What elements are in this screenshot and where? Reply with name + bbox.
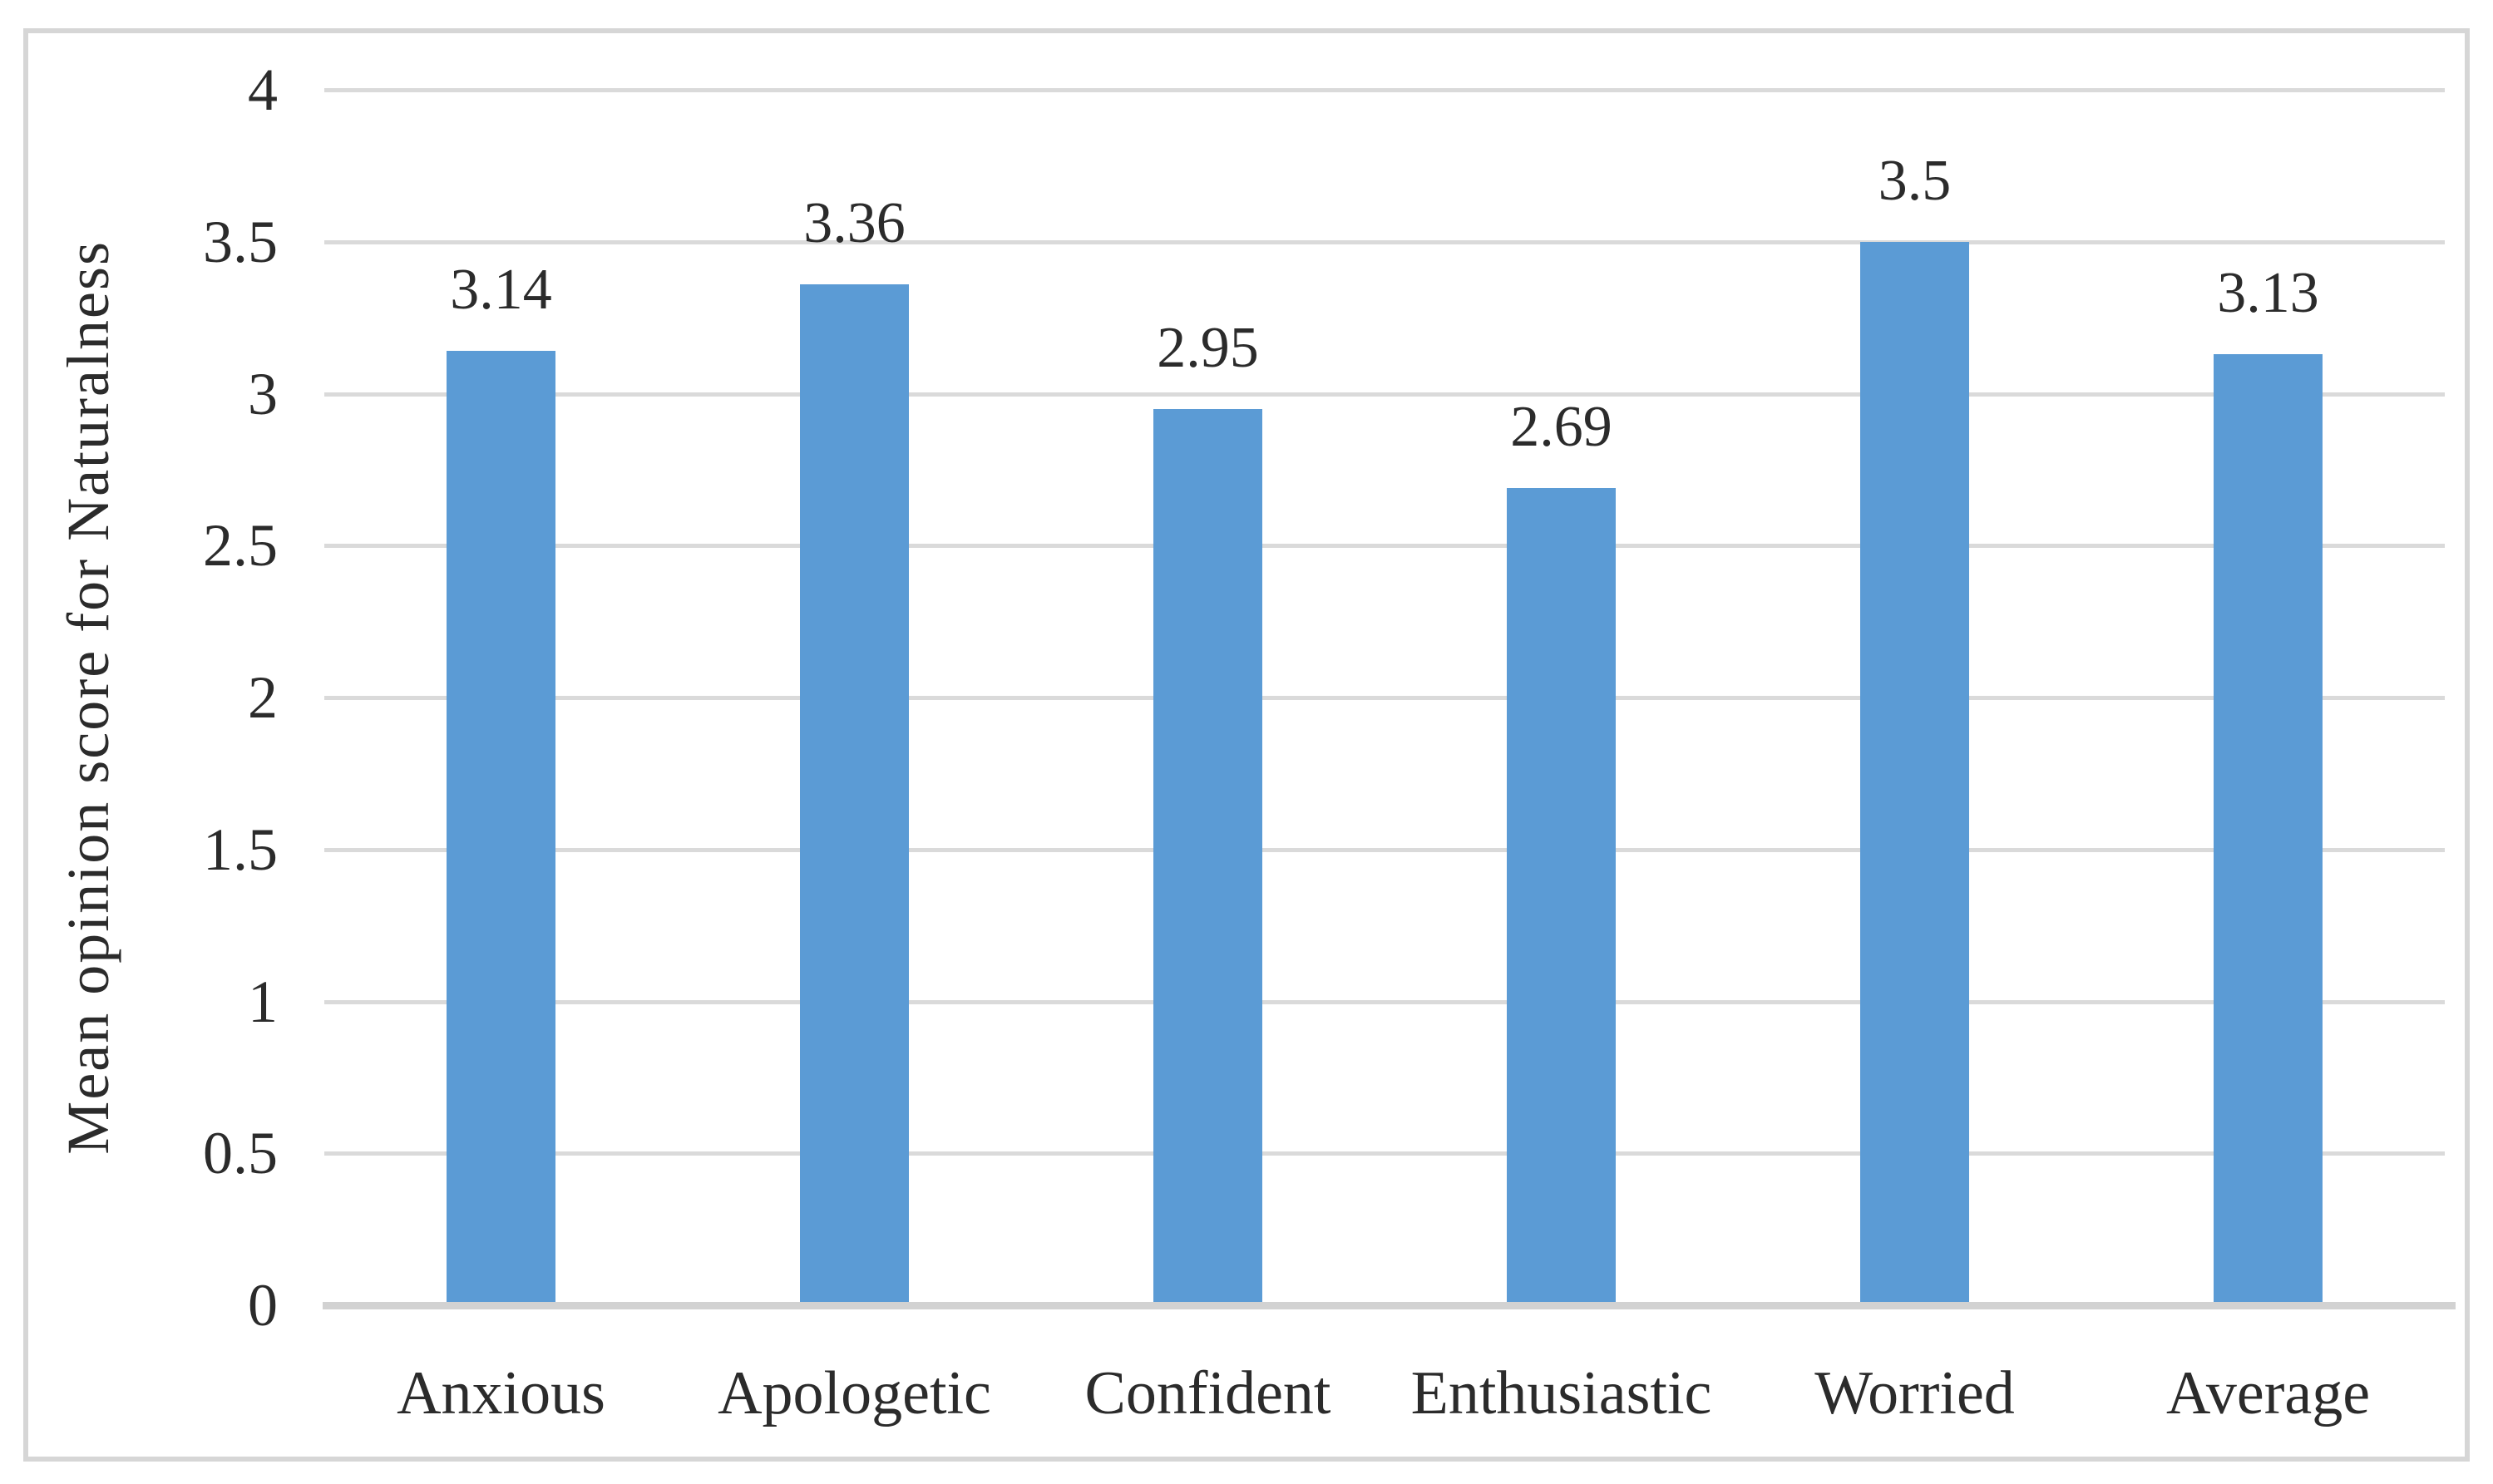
bar-average bbox=[2213, 354, 2323, 1305]
bar-slot-average: 3.13 bbox=[2091, 90, 2445, 1305]
gridline-0.5 bbox=[324, 1151, 2445, 1156]
y-tick-label-1.5: 1.5 bbox=[203, 816, 278, 883]
bar-enthusiastic bbox=[1506, 487, 1617, 1305]
gridline-3.5 bbox=[324, 239, 2445, 244]
bar-value-label-worried: 3.5 bbox=[1878, 148, 1952, 213]
x-category-label-apologetic: Apologetic bbox=[718, 1359, 991, 1427]
y-tick-label-0: 0 bbox=[248, 1272, 278, 1339]
bar-worried bbox=[1859, 241, 1970, 1305]
bar-slot-anxious: 3.14 bbox=[324, 90, 678, 1305]
bar-value-label-confident: 2.95 bbox=[1157, 315, 1259, 380]
bar-anxious bbox=[446, 351, 556, 1305]
gridline-4 bbox=[324, 88, 2445, 92]
bar-slot-apologetic: 3.36 bbox=[678, 90, 1031, 1305]
gridline-2.5 bbox=[324, 544, 2445, 549]
bar-value-label-enthusiastic: 2.69 bbox=[1510, 394, 1612, 459]
y-tick-label-4: 4 bbox=[248, 57, 278, 123]
x-category-label-confident: Confident bbox=[1084, 1359, 1331, 1427]
gridline-3 bbox=[324, 392, 2445, 397]
bar-value-label-average: 3.13 bbox=[2217, 261, 2319, 325]
y-tick-label-1: 1 bbox=[248, 968, 278, 1035]
y-tick-label-3: 3 bbox=[248, 360, 278, 427]
x-category-label-average: Average bbox=[2165, 1359, 2371, 1427]
x-axis-line bbox=[323, 1302, 2456, 1309]
gridline-1 bbox=[324, 999, 2445, 1004]
plot-area: 3.14 3.36 2.95 2.69 3.5 3.13 bbox=[323, 88, 2456, 1309]
y-tick-label-3.5: 3.5 bbox=[203, 208, 278, 275]
chart-plot-frame: Mean opinion score for Naturalness 0 0.5 1… bbox=[23, 28, 2470, 1462]
y-tick-label-2: 2 bbox=[248, 664, 278, 731]
gridline-1.5 bbox=[324, 847, 2445, 852]
x-axis-category-labels: Anxious Apologetic Confident Enthusiastic Wo… bbox=[324, 1315, 2445, 1429]
bar-confident bbox=[1153, 408, 1263, 1305]
bar-value-label-anxious: 3.14 bbox=[450, 258, 552, 323]
x-category-label-enthusiastic: Enthusiastic bbox=[1410, 1359, 1712, 1427]
bar-apologetic bbox=[799, 283, 910, 1305]
y-tick-label-0.5: 0.5 bbox=[203, 1120, 278, 1187]
bar-slot-confident: 2.95 bbox=[1031, 90, 1385, 1305]
bar-value-label-apologetic: 3.36 bbox=[803, 190, 906, 255]
bar-series: 3.14 3.36 2.95 2.69 3.5 3.13 bbox=[324, 90, 2445, 1305]
bar-slot-worried: 3.5 bbox=[1738, 90, 2091, 1305]
x-category-label-anxious: Anxious bbox=[397, 1359, 605, 1427]
bar-slot-enthusiastic: 2.69 bbox=[1385, 90, 1738, 1305]
gridline-2 bbox=[324, 696, 2445, 700]
y-tick-label-2.5: 2.5 bbox=[203, 512, 278, 579]
y-axis-tick-labels: 0 0.5 1 1.5 2 2.5 3 3.5 4 bbox=[28, 57, 278, 1339]
x-category-label-worried: Worried bbox=[1814, 1359, 2015, 1427]
